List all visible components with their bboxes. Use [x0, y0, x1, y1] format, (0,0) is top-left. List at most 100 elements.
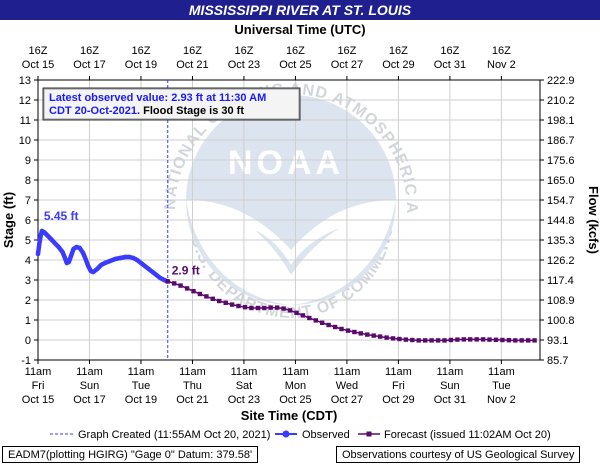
forecast-point: [184, 286, 190, 291]
forecast-point: [500, 337, 505, 343]
x-tick-label-day: Fri: [392, 380, 405, 392]
forecast-point: [371, 333, 376, 338]
forecast-point: [474, 337, 479, 342]
forecast-point: [532, 338, 537, 343]
observed-point: [60, 249, 65, 255]
axis-ticks: -1 85.70 93.11 100.82 108.93 117.44 126.25 135.…: [19, 45, 575, 406]
x-tick-label-date: Nov 2: [487, 394, 516, 406]
forecast-point: [165, 279, 170, 284]
flood-stage-note: Flood Stage is 30 ft: [143, 105, 244, 117]
observed-point: [48, 236, 54, 242]
observed-point: [38, 233, 43, 239]
forecast-point: [268, 305, 273, 310]
bottom-axis-label: Site Time (CDT): [241, 408, 338, 423]
x-tick-label-date: Oct 17: [73, 394, 105, 406]
forecast-point: [255, 305, 261, 311]
y2-tick-label: 108.9: [547, 295, 575, 307]
data-series: [35, 228, 537, 343]
forecast-point: [210, 296, 215, 301]
forecast-point: [410, 337, 415, 343]
x-tick-label-time: 11am: [231, 366, 258, 378]
top-tick-label-date: Oct 15: [22, 59, 54, 71]
forecast-point: [506, 338, 512, 343]
forecast-point: [345, 328, 351, 333]
forecast-point: [191, 289, 196, 294]
y2-tick-label: 175.6: [547, 155, 575, 167]
x-tick-label-time: 11am: [25, 366, 52, 378]
forecast-point: [352, 329, 357, 335]
y2-tick-label: 165.0: [547, 175, 575, 187]
observed-point: [35, 251, 41, 257]
y-tick-label: 8: [25, 175, 31, 187]
y2-tick-label: 117.4: [547, 275, 574, 287]
observed-point: [127, 254, 132, 260]
x-tick-label-time: 11am: [128, 366, 155, 378]
top-tick-label-time: 16Z: [492, 45, 511, 57]
observed-point: [158, 275, 163, 281]
x-tick-label-date: Oct 21: [176, 394, 208, 406]
footer-credit-box: Observations courtesy of US Geological S…: [336, 446, 581, 463]
observed-point: [44, 232, 50, 238]
forecast-point: [403, 337, 409, 342]
forecast-point: [397, 336, 402, 342]
observed-point: [66, 259, 72, 265]
x-tick-label-time: 11am: [282, 366, 309, 378]
y-tick-label: 5: [25, 235, 31, 247]
x-tick-label-date: Oct 19: [125, 394, 157, 406]
y-tick-label: 7: [25, 195, 31, 207]
x-tick-label-date: Oct 25: [279, 394, 311, 406]
forecast-point: [480, 337, 486, 342]
observed-point: [62, 255, 68, 261]
footer-datum-box: EADM7(plotting HGIRG) "Gage 0" Datum: 37…: [2, 446, 259, 463]
y-tick-label: 12: [19, 95, 31, 107]
forecast-point: [178, 283, 183, 288]
forecast-point: [204, 294, 209, 299]
y-tick-label: 6: [25, 215, 31, 227]
y-tick-label: 13: [19, 75, 31, 87]
legend-observed-label: Observed: [302, 429, 350, 441]
x-tick-label-time: 11am: [437, 366, 464, 378]
forecast-point: [281, 306, 286, 311]
top-tick-label-time: 16Z: [389, 45, 408, 57]
forecast-line: [167, 280, 535, 342]
top-tick-label-time: 16Z: [183, 45, 202, 57]
observed-point: [91, 269, 96, 275]
forecast-point: [377, 334, 383, 339]
title-bar: [0, 0, 600, 20]
forecast-point: [249, 305, 254, 311]
noaa-seal-center-text: NOAA: [228, 144, 344, 182]
x-tick-label-day: Tue: [492, 380, 511, 392]
x-tick-label-date: Oct 29: [382, 394, 414, 406]
forecast-point: [390, 336, 396, 341]
observed-point: [134, 257, 140, 263]
observed-point: [123, 254, 128, 260]
y-tick-label: 0: [25, 335, 31, 347]
noaa-seal-bird-icon: [186, 200, 396, 305]
observed-point: [102, 260, 108, 266]
x-tick-label-day: Thu: [183, 380, 202, 392]
forecast-point: [332, 324, 338, 330]
chart-title: MISSISSIPPI RIVER AT ST. LOUIS: [189, 2, 412, 18]
top-tick-label-time: 16Z: [131, 45, 150, 57]
x-tick-label-day: Sun: [80, 380, 100, 392]
forecast-point: [236, 303, 241, 309]
x-tick-label-date: Oct 27: [331, 394, 363, 406]
observed-point: [107, 258, 113, 264]
y-tick-label: -1: [21, 355, 31, 367]
forecast-point: [455, 337, 460, 342]
forecast-point: [326, 322, 331, 328]
observed-point: [52, 240, 57, 246]
forecast-point: [423, 338, 428, 343]
top-tick-label-time: 16Z: [440, 45, 459, 57]
observed-point: [113, 256, 118, 262]
y-axis-label: Stage (ft): [1, 192, 16, 248]
top-tick-label-date: Oct 17: [73, 59, 105, 71]
data-annotations: 5.45 ft 2.9 ft: [44, 209, 200, 277]
forecast-point: [217, 298, 222, 304]
top-tick-label-date: Oct 25: [279, 59, 311, 71]
x-tick-label-day: Sat: [236, 380, 253, 392]
y-tick-label: 4: [25, 255, 31, 267]
observed-point: [161, 277, 167, 283]
top-tick-label-date: Oct 31: [434, 59, 466, 71]
